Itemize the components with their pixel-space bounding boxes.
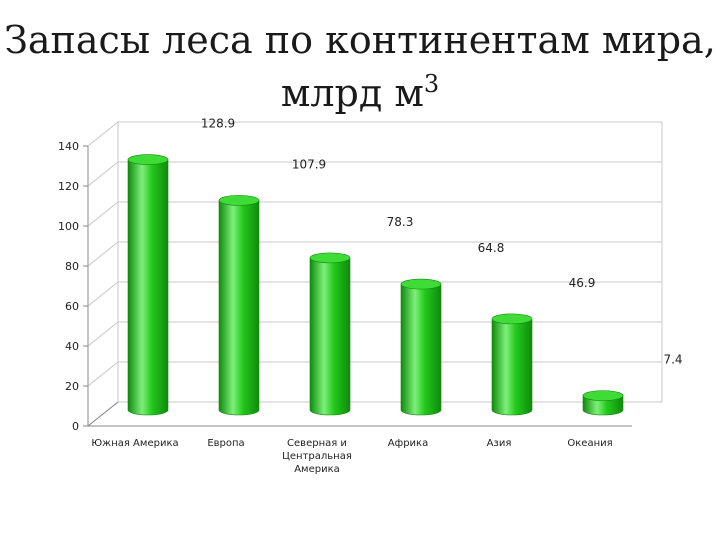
title-unit: млрд м (280, 71, 424, 115)
grid-line-diagonal (87, 161, 119, 187)
y-tick-label: 120 (58, 180, 79, 193)
bar-top (400, 278, 442, 290)
y-tick-label: 80 (65, 260, 79, 273)
bar-top (218, 195, 260, 206)
bar-body (218, 200, 260, 416)
bar (491, 313, 533, 416)
bar-top (309, 252, 351, 264)
bar (218, 195, 260, 416)
y-tick-label: 20 (65, 380, 79, 393)
floor-edge (87, 401, 119, 427)
bar-top (491, 313, 533, 325)
x-tick-label: Европа (207, 438, 244, 449)
bar-body (309, 257, 351, 416)
data-label: 128.9 (201, 117, 235, 131)
bar-top (127, 154, 169, 165)
x-tick-label: Северная и Центральная Америка (282, 438, 352, 475)
bar (309, 252, 351, 416)
y-tick-label: 100 (58, 220, 79, 233)
grid-line-diagonal (87, 241, 119, 267)
data-label: 107.9 (292, 157, 326, 171)
bar-body (582, 395, 624, 416)
y-tick-label: 140 (58, 140, 79, 153)
data-label: 64.8 (478, 241, 505, 255)
data-label: 7.4 (663, 353, 682, 367)
page-title: Запасы леса по континентам мира, млрд м3 (0, 18, 720, 115)
x-tick-label: Южная Америка (91, 438, 178, 449)
data-label: 46.9 (569, 276, 596, 290)
bar-top (582, 390, 624, 401)
data-labels: 128.9 107.9 78.3 64.8 46.9 7.4 (201, 117, 683, 367)
grid-line-diagonal (87, 321, 119, 347)
bar-body (491, 318, 533, 416)
data-label: 78.3 (387, 215, 414, 229)
y-axis: 0 20 40 60 80 100 120 140 (58, 140, 632, 433)
bar (127, 154, 169, 416)
plot-area (117, 121, 663, 403)
grid-line-diagonal (87, 361, 119, 387)
bar-body (127, 159, 169, 416)
bars (127, 154, 624, 416)
grid-line-diagonal (87, 201, 119, 227)
bar (400, 278, 442, 416)
x-tick-label: Океания (567, 438, 612, 449)
y-tick-label: 60 (65, 300, 79, 313)
grid-line-diagonal (87, 121, 119, 147)
title-line-1: Запасы леса по континентам мира, (4, 18, 716, 62)
x-tick-label: Азия (487, 438, 512, 449)
y-tick-label: 40 (65, 340, 79, 353)
grid-line-diagonal (87, 281, 119, 307)
title-line-2: млрд м3 (0, 62, 720, 115)
bar (582, 390, 624, 416)
category-labels: Южная Америка Европа Северная и Центральная… (91, 438, 612, 475)
plot-back-wall (117, 121, 663, 403)
title-unit-superscript: 3 (423, 70, 440, 98)
grid-lines (87, 121, 662, 427)
bar-body (400, 283, 442, 416)
x-tick-label: Африка (388, 438, 428, 449)
y-tick-label: 0 (72, 420, 79, 433)
